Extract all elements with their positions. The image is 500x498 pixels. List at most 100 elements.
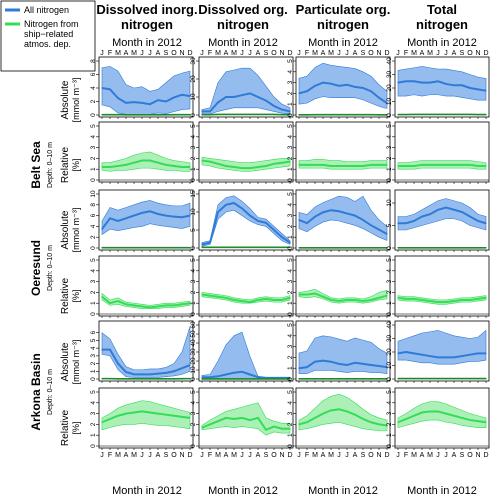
month-tick-label: M [411, 452, 417, 459]
ship-line [398, 163, 486, 167]
panel-4-3: 0 10 20 30 40 [386, 320, 490, 383]
all-point [101, 349, 103, 351]
ship-point [469, 113, 471, 116]
ship-point [453, 164, 455, 166]
column-title-tn-l1: Total [427, 2, 457, 17]
row-label-rel-2: Relative [60, 278, 71, 315]
ship-point [133, 411, 135, 414]
y-tick-label: 5 [190, 258, 197, 262]
month-tick-label: O [271, 50, 277, 57]
ship-point [133, 304, 135, 306]
row-unit-abs-3: [mmol m⁻³] [71, 340, 81, 385]
ship-point [233, 378, 235, 380]
ship-point [201, 246, 203, 248]
month-tick-label: D [483, 50, 488, 57]
ship-point [298, 247, 300, 249]
ship-point [338, 114, 340, 116]
ship-point [181, 416, 183, 418]
month-tick-label: M [131, 452, 137, 459]
column-title-din-l2: nitrogen [121, 17, 173, 32]
all-point [306, 90, 308, 92]
legend-label-all: All nitrogen [24, 5, 69, 15]
all-point [141, 102, 143, 104]
ship-point [397, 421, 399, 423]
ship-point [209, 378, 211, 380]
all-point [421, 215, 423, 218]
ship-point [201, 114, 203, 116]
month-tick-label: N [179, 50, 184, 57]
y-tick-label: 4 [190, 269, 197, 273]
y-tick-label: 3 [190, 279, 197, 283]
y-tick-label: 40 [386, 321, 393, 329]
panel-frame [98, 121, 194, 183]
all-point [397, 352, 399, 354]
all-point [378, 229, 380, 231]
ship-point [201, 378, 203, 380]
panel-1-0: 0 1 2 3 4 5 [90, 121, 194, 184]
ship-point [273, 425, 275, 428]
ship-point [241, 300, 243, 302]
ship-point [149, 159, 151, 162]
ship-point [370, 378, 372, 380]
ship-point [354, 414, 356, 416]
all-point [429, 355, 431, 357]
all-point [429, 82, 431, 84]
ship-point [354, 114, 356, 116]
all-point [181, 216, 183, 218]
y-tick-label: 3 [386, 279, 393, 283]
all-point [233, 372, 235, 374]
ship-point [281, 162, 283, 164]
ship-point [421, 113, 423, 116]
y-tick-label: 0 [386, 312, 393, 316]
all-point [109, 217, 111, 219]
y-tick-label: 5 [386, 223, 393, 227]
ship-line [298, 408, 388, 427]
ship-point [289, 297, 291, 299]
ship-point [314, 292, 316, 295]
ship-point [209, 246, 211, 248]
ship-point [429, 300, 431, 302]
row-unit-abs-1: [mmol m⁻³] [71, 78, 81, 123]
month-tick-label: N [279, 452, 284, 459]
y-tick-label: 5 [287, 323, 294, 327]
y-tick-label: 0 [190, 312, 197, 316]
ship-point [209, 114, 211, 116]
ship-point [201, 427, 203, 429]
ship-point [437, 301, 439, 303]
ship-point [109, 418, 111, 420]
all-point [306, 222, 308, 224]
month-tick-label: A [321, 50, 326, 57]
y-tick-label: 5 [190, 124, 197, 128]
month-tick-label: J [148, 50, 152, 57]
all-line [298, 81, 388, 104]
month-tick-label: D [287, 50, 292, 57]
ship-point [157, 162, 159, 164]
month-tick-label: D [384, 452, 389, 459]
all-point [233, 96, 235, 98]
month-tick-label: A [452, 452, 457, 459]
y-tick-label: 4 [90, 269, 97, 273]
y-tick-label: 3 [386, 145, 393, 149]
all-point [149, 373, 151, 375]
month-tick-label: F [108, 50, 112, 57]
y-tick-label: 5 [190, 228, 197, 232]
ship-point [125, 303, 127, 305]
ship-point [429, 377, 431, 380]
all-point [405, 80, 407, 82]
all-point [241, 207, 243, 209]
ship-point [165, 164, 167, 166]
ship-point [386, 295, 388, 297]
ship-point [346, 247, 348, 249]
y-tick-label: 0 [90, 178, 97, 182]
ship-point [181, 247, 183, 249]
ship-point [429, 410, 431, 413]
ship-point [370, 299, 372, 301]
panel-frame [198, 121, 294, 183]
ship-point [397, 297, 399, 299]
all-point [322, 360, 324, 362]
y-tick-label: 2 [287, 355, 294, 359]
month-tick-label: J [240, 50, 244, 57]
all-point [141, 373, 143, 375]
all-point [477, 88, 479, 90]
